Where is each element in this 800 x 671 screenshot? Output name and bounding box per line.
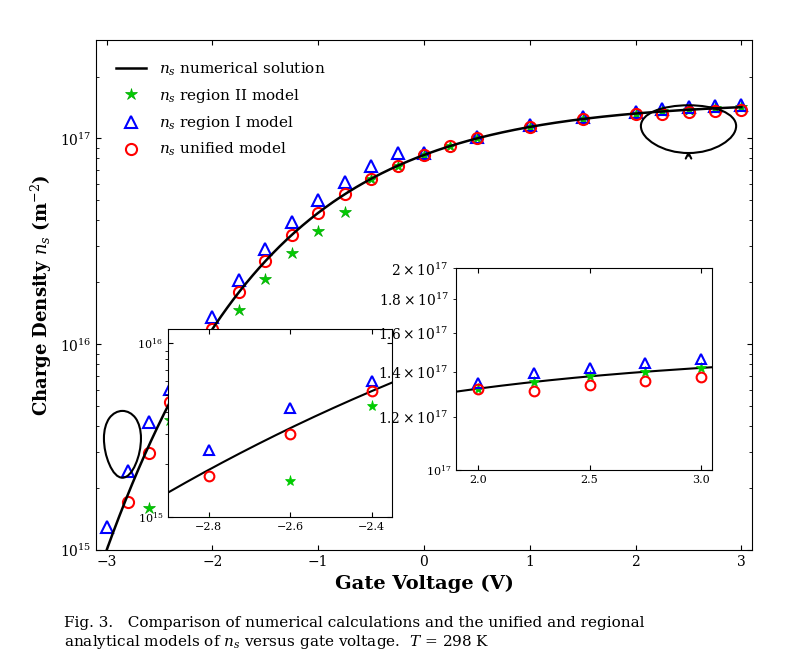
$n_s$ numerical solution [446, 142, 455, 150]
$n_s$ region I model [525, 121, 534, 130]
$n_s$ unified model [710, 107, 720, 115]
$n_s$ region I model [631, 108, 641, 116]
$n_s$ region II model [472, 134, 482, 142]
$n_s$ region I model [314, 197, 323, 205]
$n_s$ unified model [340, 191, 350, 199]
$n_s$ region I model [102, 523, 111, 531]
$n_s$ region II model [684, 106, 694, 114]
$n_s$ region II model [578, 115, 587, 123]
$n_s$ region I model [166, 385, 175, 393]
$n_s$ region II model [234, 306, 244, 314]
X-axis label: Gate Voltage (V): Gate Voltage (V) [334, 574, 514, 593]
$n_s$ numerical solution [407, 156, 417, 164]
$n_s$ region II model [710, 104, 720, 112]
Legend: $n_s$ numerical solution, $n_s$ region II model, $n_s$ region I model, $n_s$ uni: $n_s$ numerical solution, $n_s$ region I… [104, 48, 338, 170]
$n_s$ region I model [684, 103, 694, 111]
$n_s$ unified model [446, 142, 455, 150]
$n_s$ region I model [737, 101, 746, 109]
$n_s$ unified model [366, 174, 376, 183]
$n_s$ numerical solution [622, 110, 632, 118]
$n_s$ unified model [207, 325, 217, 333]
$n_s$ unified model [419, 151, 429, 159]
$n_s$ numerical solution [102, 546, 111, 554]
$n_s$ unified model [261, 257, 270, 265]
$n_s$ unified model [186, 359, 196, 367]
$n_s$ unified model [123, 499, 133, 507]
$n_s$ region II model [166, 415, 175, 423]
$n_s$ region II model [207, 343, 217, 351]
$n_s$ region II model [314, 227, 323, 235]
$n_s$ region I model [340, 178, 350, 186]
Line: $n_s$ region II model: $n_s$ region II model [100, 101, 748, 619]
$n_s$ region II model [525, 123, 534, 131]
$n_s$ unified model [658, 110, 667, 118]
$n_s$ unified model [234, 289, 244, 297]
$n_s$ unified model [472, 134, 482, 142]
$n_s$ region I model [472, 133, 482, 141]
$n_s$ region II model [631, 109, 641, 117]
$n_s$ region I model [710, 102, 720, 110]
$n_s$ region I model [207, 313, 217, 321]
$n_s$ unified model [166, 398, 175, 406]
$n_s$ region I model [186, 347, 196, 355]
$n_s$ numerical solution [403, 157, 413, 165]
$n_s$ region II model [419, 151, 429, 159]
$n_s$ unified model [144, 449, 154, 457]
Y-axis label: Charge Density $n_s$ (m$^{-2}$): Charge Density $n_s$ (m$^{-2}$) [29, 174, 54, 416]
$n_s$ region II model [102, 608, 111, 616]
$n_s$ unified model [578, 115, 587, 123]
$n_s$ region II model [186, 377, 196, 385]
$n_s$ region II model [123, 553, 133, 561]
$n_s$ unified model [737, 106, 746, 114]
$n_s$ region I model [578, 113, 587, 121]
Line: $n_s$ region I model: $n_s$ region I model [101, 99, 747, 532]
$n_s$ region II model [144, 503, 154, 511]
$n_s$ region I model [234, 276, 244, 284]
$n_s$ unified model [102, 554, 111, 562]
$n_s$ region I model [123, 468, 133, 476]
Line: $n_s$ numerical solution: $n_s$ numerical solution [106, 107, 742, 550]
$n_s$ unified model [287, 231, 297, 239]
$n_s$ unified model [684, 109, 694, 117]
$n_s$ numerical solution [722, 104, 731, 112]
$n_s$ unified model [631, 109, 641, 117]
$n_s$ region I model [658, 105, 667, 113]
$n_s$ region II model [340, 208, 350, 216]
$n_s$ region I model [393, 149, 402, 157]
$n_s$ region I model [261, 245, 270, 253]
$n_s$ region II model [393, 162, 402, 170]
$n_s$ region II model [261, 275, 270, 283]
$n_s$ numerical solution [737, 103, 746, 111]
Line: $n_s$ unified model: $n_s$ unified model [101, 104, 747, 563]
$n_s$ region II model [446, 142, 455, 150]
$n_s$ region I model [366, 162, 376, 170]
$n_s$ region II model [287, 249, 297, 257]
$n_s$ unified model [525, 123, 534, 131]
$n_s$ region II model [737, 103, 746, 111]
Text: Fig. 3.   Comparison of numerical calculations and the unified and regional
anal: Fig. 3. Comparison of numerical calculat… [64, 616, 645, 651]
$n_s$ region II model [658, 107, 667, 115]
$n_s$ numerical solution [480, 132, 490, 140]
$n_s$ unified model [393, 162, 402, 170]
$n_s$ region I model [144, 418, 154, 426]
$n_s$ region I model [419, 149, 429, 157]
$n_s$ region II model [366, 174, 376, 183]
$n_s$ unified model [314, 209, 323, 217]
$n_s$ region I model [287, 219, 297, 227]
